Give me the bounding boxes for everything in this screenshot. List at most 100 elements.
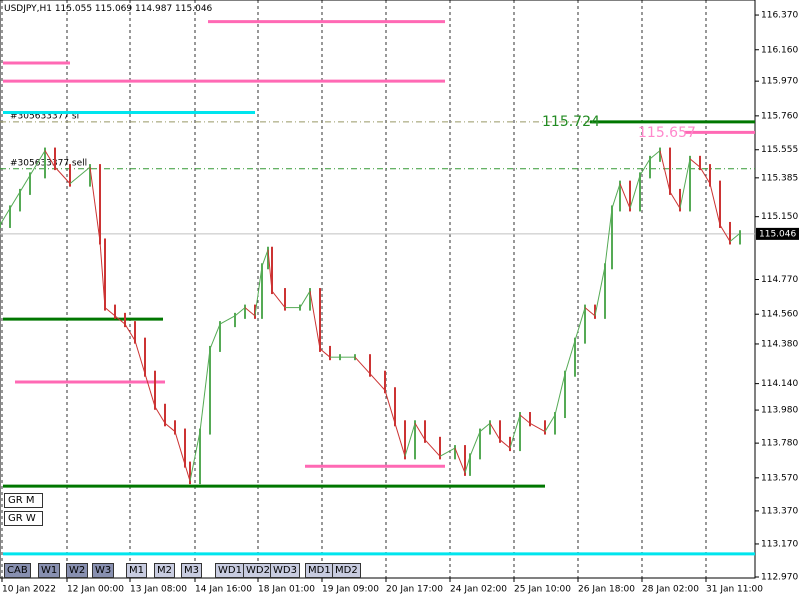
- price-bar: [574, 337, 576, 377]
- price-bar: [254, 304, 256, 319]
- x-tick-label: 20 Jan 17:00: [386, 585, 443, 595]
- price-bar: [689, 155, 691, 212]
- price-bar: [309, 288, 311, 311]
- price-link: [424, 439, 441, 457]
- price-link: [44, 150, 56, 168]
- price-bar: [544, 420, 546, 435]
- plot-frame: [0, 0, 756, 579]
- y-tick-label: 115.385: [761, 173, 798, 183]
- price-bar: [454, 445, 456, 460]
- price-bar: [604, 263, 606, 319]
- y-tick-label: 114.560: [761, 310, 798, 320]
- price-link: [114, 315, 126, 325]
- side-button[interactable]: GR W: [4, 511, 43, 526]
- timeframe-button[interactable]: M3: [181, 563, 202, 578]
- price-link: [454, 447, 466, 474]
- price-link: [519, 414, 531, 424]
- price-bar: [99, 164, 101, 245]
- price-bar: [739, 230, 741, 245]
- price-bar: [499, 420, 501, 443]
- price-bar: [404, 420, 406, 460]
- price-bar: [699, 155, 701, 171]
- price-bar: [519, 412, 521, 452]
- price-bar: [369, 354, 371, 377]
- price-link: [104, 307, 116, 317]
- y-tick-label: 113.780: [761, 439, 798, 449]
- timeframe-button[interactable]: M2: [154, 563, 175, 578]
- price-bar: [659, 147, 661, 162]
- price-link: [154, 406, 166, 424]
- y-tick-label: 115.555: [761, 145, 798, 155]
- order-label: #305633377 sell: [10, 158, 87, 168]
- x-tick-label: 19 Jan 09:00: [322, 585, 379, 595]
- price-link: [164, 422, 176, 432]
- x-tick-label: 13 Jan 08:00: [130, 585, 187, 595]
- timeframe-button[interactable]: W3: [92, 563, 115, 578]
- price-link: [689, 158, 701, 168]
- price-bar: [439, 436, 441, 460]
- price-bar: [424, 420, 426, 443]
- price-bar: [29, 172, 31, 195]
- price-link: [267, 249, 273, 292]
- price-link: [699, 166, 711, 184]
- price-link: [439, 447, 456, 457]
- price-bar: [234, 312, 236, 328]
- timeframe-button[interactable]: WD1: [215, 563, 245, 578]
- price-link: [199, 348, 211, 432]
- price-link: [469, 431, 481, 457]
- price-bar: [554, 412, 556, 435]
- price-link: [299, 290, 311, 308]
- price-link: [729, 232, 741, 242]
- current-price-box: [756, 227, 799, 240]
- price-bar: [509, 436, 511, 452]
- price-bar: [719, 180, 721, 228]
- price-bar: [89, 164, 91, 187]
- timeframe-button[interactable]: CAB: [4, 563, 31, 578]
- price-link: [604, 208, 613, 267]
- price-link: [309, 290, 321, 350]
- y-tick-label: 113.370: [761, 506, 798, 516]
- timeframe-button[interactable]: W1: [38, 563, 61, 578]
- price-link: [29, 150, 46, 176]
- price-link: [719, 224, 731, 242]
- price-link: [244, 307, 256, 317]
- timeframe-button[interactable]: W2: [66, 563, 89, 578]
- y-tick-label: 114.140: [761, 379, 798, 389]
- price-bar: [479, 428, 481, 460]
- timeframe-button[interactable]: MD2: [332, 563, 361, 578]
- price-bar: [184, 428, 186, 468]
- price-link: [544, 414, 556, 432]
- price-link: [584, 307, 596, 317]
- timeframe-button[interactable]: M1: [126, 563, 147, 578]
- price-bar: [584, 304, 586, 344]
- y-tick-label: 112.970: [761, 573, 798, 583]
- price-link: [499, 439, 511, 449]
- price-link: [574, 307, 586, 341]
- timeframe-button[interactable]: WD3: [270, 563, 300, 578]
- timeframe-button[interactable]: WD2: [243, 563, 273, 578]
- y-tick-label: 115.970: [761, 77, 798, 87]
- price-link: [89, 167, 101, 242]
- price-link: [669, 191, 681, 209]
- price-link: [99, 241, 106, 308]
- price-bar: [114, 304, 116, 319]
- price-link: [629, 175, 641, 209]
- price-label: 115.657: [638, 125, 696, 141]
- price-link: [219, 315, 236, 325]
- timeframe-button[interactable]: MD1: [305, 563, 334, 578]
- price-link: [619, 183, 631, 209]
- side-button[interactable]: GR M: [4, 493, 43, 508]
- price-bar: [209, 345, 211, 435]
- price-bar: [729, 221, 731, 245]
- y-tick-label: 113.170: [761, 539, 798, 549]
- price-link: [184, 464, 191, 482]
- price-bar: [679, 188, 681, 212]
- price-link: [261, 249, 269, 267]
- x-tick-label: 10 Jan 2022: [2, 585, 56, 595]
- price-link: [639, 158, 651, 176]
- price-link: [234, 307, 246, 317]
- price-bar: [124, 312, 126, 328]
- price-link: [254, 266, 263, 316]
- price-link: [414, 423, 426, 441]
- price-link: [564, 340, 576, 374]
